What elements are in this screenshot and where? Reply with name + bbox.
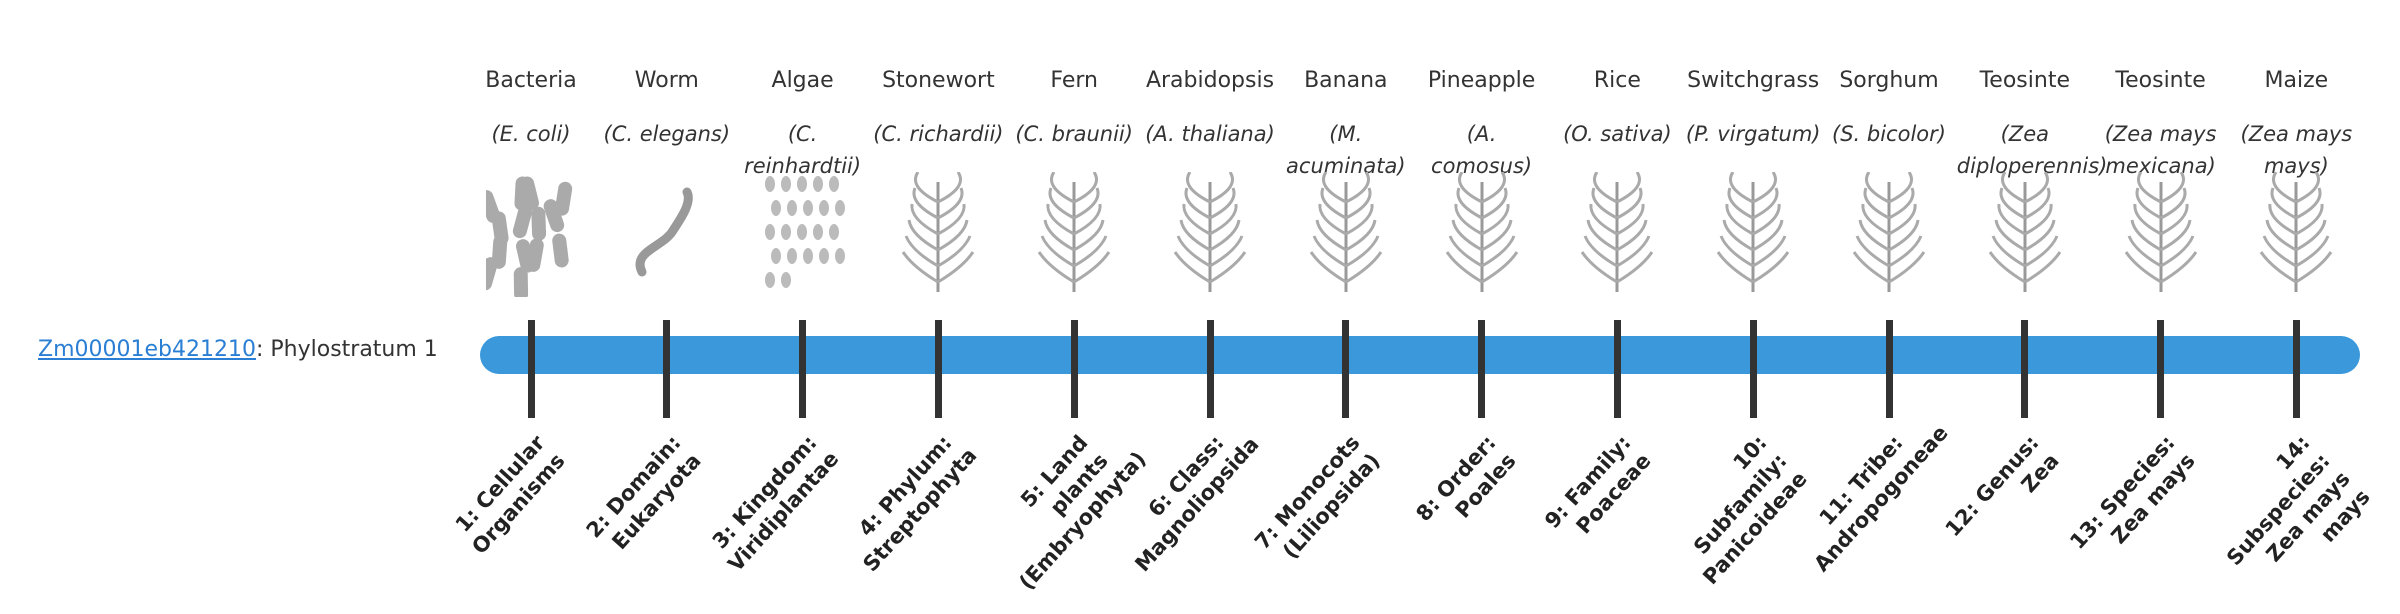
- stratum-tick: [2157, 320, 2165, 418]
- gene-link[interactable]: Zm00001eb421210: [38, 337, 256, 362]
- organism-name: Stonewort: [882, 68, 995, 93]
- organism-name: Rice: [1593, 68, 1641, 93]
- stratum-tick: [1342, 320, 1350, 418]
- scientific-name: (P. virgatum): [1685, 122, 1821, 146]
- scientific-name: (C. reinhardtii): [744, 122, 862, 178]
- scientific-name: (S. bicolor): [1832, 122, 1946, 146]
- organism-illustration: [1852, 172, 1926, 292]
- gene-label: Zm00001eb421210: Phylostratum 1: [38, 337, 438, 362]
- organism-illustration: [486, 176, 573, 297]
- stratum-label: 2: Domain: Eukaryota: [581, 430, 706, 555]
- stratum-tick: [1885, 320, 1893, 418]
- scientific-name: (O. sativa): [1563, 122, 1672, 146]
- stratum-tick: [527, 320, 535, 418]
- stratum-tick: [799, 320, 807, 418]
- organism-illustration: [1716, 172, 1790, 292]
- scientific-name: (E. coli): [491, 122, 571, 146]
- scientific-name: (A. thaliana): [1145, 122, 1275, 146]
- stratum-tick: [934, 320, 942, 418]
- stratum-tick: [1478, 320, 1486, 418]
- organism-name: Pineapple: [1427, 68, 1536, 93]
- stratum-tick: [1206, 320, 1214, 418]
- organism-name: Fern: [1050, 68, 1098, 93]
- organism-illustration: [764, 176, 845, 288]
- organism-name: Worm: [634, 68, 699, 93]
- page: Zm00001eb421210: Phylostratum 1 (() => {…: [38, 68, 2376, 595]
- stratum-label: 7: Monocots (Liliopsida): [1249, 430, 1385, 564]
- organism-illustration: [1173, 172, 1247, 292]
- stratum-label: 5: Land plants (Embryophyta): [1014, 430, 1151, 595]
- organism-name: Algae: [771, 68, 834, 93]
- organism-name: Sorghum: [1839, 68, 1939, 93]
- organism-illustration: [635, 187, 693, 277]
- organism-name: Maize: [2264, 68, 2329, 93]
- organism-illustration: [1445, 172, 1518, 292]
- stratum-label: 12: Genus: Zea: [1940, 430, 2064, 542]
- stratum-tick: [1070, 320, 1078, 418]
- stratum-tick: [663, 320, 671, 418]
- stratum-label: 8: Order: Poales: [1411, 430, 1521, 526]
- organism-illustration: [1988, 172, 2062, 292]
- organism-illustration: [1037, 172, 1111, 292]
- stratum-label: 10: Subfamily: Panicoideae: [1689, 430, 1812, 590]
- scientific-name: (C. richardii): [873, 122, 1004, 146]
- scientific-name: (C. elegans): [603, 122, 731, 146]
- organism-name: Banana: [1304, 68, 1388, 93]
- organism-illustration: [2124, 172, 2197, 292]
- organism-name: Teosinte: [2115, 68, 2206, 93]
- organism-illustration: [1581, 172, 1654, 292]
- stratum-label: 4: Phylum: Streptophyta: [854, 430, 982, 577]
- scientific-name: (M. acuminata): [1286, 122, 1406, 178]
- organism-illustration: [2260, 172, 2333, 292]
- scientific-name: (C. braunii): [1015, 122, 1133, 146]
- scientific-name: (A. comosus): [1431, 122, 1533, 178]
- phylostratum-label: : Phylostratum 1: [255, 337, 438, 362]
- scientific-name: (Zea mays mexicana): [2104, 122, 2217, 178]
- scientific-name: (Zea diploperennis): [1956, 122, 2108, 178]
- organism-illustration: [1309, 172, 1383, 292]
- stratum-label: 9: Family: Poaceae: [1540, 430, 1657, 539]
- stratum-tick: [2292, 320, 2300, 418]
- timeline-bar: [480, 336, 2360, 374]
- stratum-label: 11: Tribe: Andropogoneae: [1809, 420, 1953, 577]
- organism-name: Switchgrass: [1687, 68, 1820, 93]
- stratum-tick: [1749, 320, 1757, 418]
- organism-illustration: [902, 172, 975, 292]
- stratum-label: 14: Subspecies: Zea mays mays: [2222, 430, 2376, 571]
- organism-name: Bacteria: [485, 68, 577, 93]
- stratum-label: 13: Species: Zea mays: [2064, 430, 2200, 554]
- organism-name: Arabidopsis: [1145, 68, 1275, 93]
- stratum-label: 3: Kingdom: Viridiplantae: [707, 430, 844, 577]
- stratum-label: 1: Cellular Organisms: [450, 430, 570, 559]
- stratum-tick: [1613, 320, 1621, 418]
- stratum-tick: [2021, 320, 2029, 418]
- organism-name: Teosinte: [1979, 68, 2070, 93]
